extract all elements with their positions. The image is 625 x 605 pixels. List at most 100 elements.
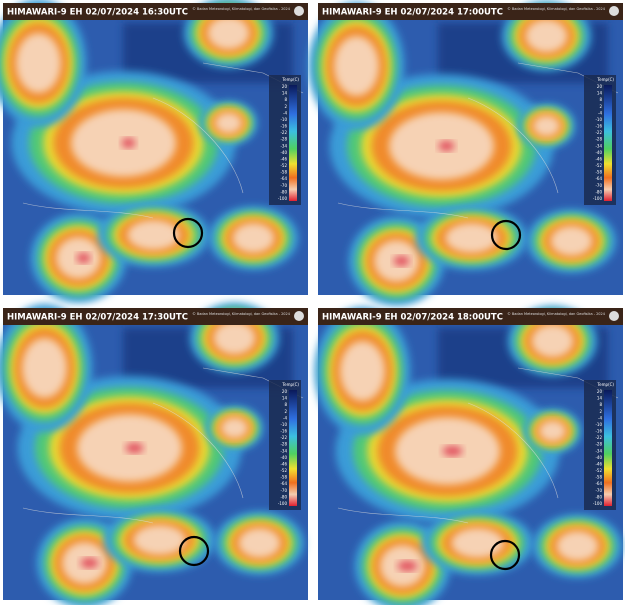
colorbar-tick-label: 20 xyxy=(282,84,288,89)
credit: © Badan Meteorologi, Klimatologi, dan Ge… xyxy=(507,312,606,316)
colorbar-tick-label: -100 xyxy=(278,501,288,506)
cloud-layer xyxy=(208,17,250,50)
credit: © Badan Meteorologi, Klimatologi, dan Ge… xyxy=(192,7,291,11)
colorbar-tick-label: -4 xyxy=(598,415,602,420)
panel-title: HIMAWARI-9 EH 02/07/2024 16:30UTC xyxy=(7,8,188,18)
colorbar-tick-label: 14 xyxy=(597,396,603,401)
colorbar-tick-label: -28 xyxy=(595,442,602,447)
colorbar-label: Temp(C) xyxy=(596,382,614,387)
cloud-core xyxy=(122,138,136,148)
colorbar-tick-label: -64 xyxy=(280,481,287,486)
colorbar-tick-label: -40 xyxy=(280,150,287,155)
colorbar-tick-label: -16 xyxy=(280,124,287,129)
colorbar-tick-label: -16 xyxy=(280,429,287,434)
cloud-layer xyxy=(133,525,186,555)
cloud-layer xyxy=(221,418,248,439)
cloud-layer xyxy=(127,220,180,250)
colorbar-tick-label: -80 xyxy=(595,189,602,194)
colorbar-tick-label: -4 xyxy=(283,415,287,420)
colorbar-label: Temp(C) xyxy=(281,77,299,82)
colorbar xyxy=(289,85,297,201)
colorbar-tick-label: 14 xyxy=(282,396,288,401)
colorbar-tick-label: -52 xyxy=(280,468,287,473)
colorbar-tick-label: -28 xyxy=(280,137,287,142)
colorbar-tick-label: -70 xyxy=(595,488,602,493)
cloud-layer xyxy=(340,341,385,401)
colorbar-tick-label: -46 xyxy=(280,156,287,161)
cloud-core xyxy=(443,446,463,456)
cloud-core xyxy=(394,256,410,266)
satellite-panel: HIMAWARI-9 EH 02/07/2024 17:00UTC© Badan… xyxy=(309,1,624,306)
logo xyxy=(609,6,619,16)
colorbar-tick-label: -58 xyxy=(595,170,602,175)
satellite-panel: HIMAWARI-9 EH 02/07/2024 16:30UTC © Badan… xyxy=(0,0,308,303)
colorbar-tick-label: -10 xyxy=(595,117,602,122)
colorbar-tick-label: -100 xyxy=(278,196,288,201)
credit: © Badan Meteorologi, Klimatologi, dan Ge… xyxy=(507,7,606,11)
cloud-layer xyxy=(551,226,593,256)
colorbar-tick-label: -4 xyxy=(283,110,287,115)
colorbar-tick-label: -10 xyxy=(595,422,602,427)
colorbar-tick-label: -100 xyxy=(593,196,603,201)
cloud-layer xyxy=(215,113,242,134)
cloud-layer xyxy=(539,421,566,442)
panel-title: HIMAWARI-9 EH 02/07/2024 18:00UTC xyxy=(322,313,503,323)
colorbar-tick-label: -64 xyxy=(595,176,602,181)
colorbar-tick-label: -34 xyxy=(595,448,602,453)
colorbar-tick-label: -70 xyxy=(280,183,287,188)
cloud-core xyxy=(398,561,418,571)
cloud-layer xyxy=(557,531,599,561)
colorbar-tick-label: -22 xyxy=(595,435,602,440)
cloud-core xyxy=(439,141,455,151)
cloud-layer xyxy=(239,528,281,558)
colorbar-tick-label: -100 xyxy=(593,501,603,506)
colorbar-label: Temp(C) xyxy=(596,77,614,82)
colorbar-tick-label: -40 xyxy=(280,455,287,460)
colorbar-tick-label: -70 xyxy=(595,183,602,188)
satellite-panel: HIMAWARI-9 EH 02/07/2024 17:30UTC© Badan… xyxy=(0,303,308,605)
colorbar-tick-label: -22 xyxy=(280,130,287,135)
cloud-layer xyxy=(334,36,379,96)
logo xyxy=(294,6,304,16)
colorbar-tick-label: -46 xyxy=(280,461,287,466)
satellite-figure: HIMAWARI-9 EH 02/07/2024 16:30UTC © Badan… xyxy=(0,0,625,605)
colorbar-tick-label: -64 xyxy=(595,481,602,486)
colorbar-tick-label: -10 xyxy=(280,422,287,427)
colorbar-tick-label: -52 xyxy=(595,163,602,168)
colorbar-tick-label: -80 xyxy=(280,494,287,499)
logo xyxy=(609,311,619,321)
colorbar-tick-label: -52 xyxy=(280,163,287,168)
cloud-layer xyxy=(445,223,498,253)
satellite-panel: HIMAWARI-9 EH 02/07/2024 18:00UTC © Badan… xyxy=(315,306,624,605)
panel-title: HIMAWARI-9 EH 02/07/2024 17:30UTC xyxy=(7,313,188,323)
colorbar-tick-label: -52 xyxy=(595,468,602,473)
colorbar-tick-label: 20 xyxy=(597,84,603,89)
colorbar-tick-label: -28 xyxy=(280,442,287,447)
colorbar-tick-label: -22 xyxy=(280,435,287,440)
colorbar-tick-label: -22 xyxy=(595,130,602,135)
colorbar-tick-label: -58 xyxy=(280,170,287,175)
colorbar-tick-label: -16 xyxy=(595,124,602,129)
colorbar-tick-label: -34 xyxy=(595,143,602,148)
cloud-layer xyxy=(526,20,568,53)
colorbar-tick-label: -40 xyxy=(595,150,602,155)
cloud-core xyxy=(81,558,99,568)
colorbar-tick-label: -16 xyxy=(595,429,602,434)
colorbar-tick-label: -70 xyxy=(280,488,287,493)
colorbar-tick-label: -34 xyxy=(280,143,287,148)
colorbar-tick-label: -80 xyxy=(595,494,602,499)
colorbar-tick-label: -58 xyxy=(595,475,602,480)
colorbar-tick-label: -28 xyxy=(595,137,602,142)
colorbar-tick-label: -4 xyxy=(598,110,602,115)
colorbar-tick-label: -80 xyxy=(280,189,287,194)
colorbar-tick-label: -64 xyxy=(280,176,287,181)
cloud-layer xyxy=(22,338,67,398)
colorbar-tick-label: -58 xyxy=(280,475,287,480)
cloud-core xyxy=(77,253,91,263)
colorbar xyxy=(604,85,612,201)
colorbar xyxy=(604,390,612,506)
colorbar-tick-label: 20 xyxy=(282,389,288,394)
cloud-core xyxy=(126,443,144,453)
colorbar-tick-label: -10 xyxy=(280,117,287,122)
logo xyxy=(294,311,304,321)
